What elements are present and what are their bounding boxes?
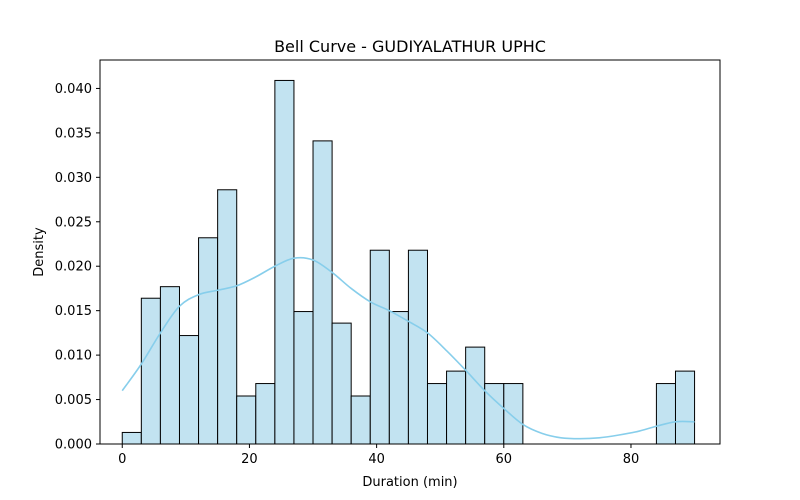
histogram-bar xyxy=(503,383,524,445)
y-axis-ticks: 0.000 0.005 0.010 0.015 0.020 0.025 0.030 0.035… xyxy=(55,82,100,453)
histogram-bar xyxy=(198,237,219,445)
x-axis-label: Duration (min) xyxy=(362,475,457,490)
y-axis-label: Density xyxy=(32,227,47,277)
histogram-bar xyxy=(655,383,676,445)
histogram-bar xyxy=(369,249,390,445)
x-tick-label: 0 xyxy=(118,452,126,467)
x-tick-label: 60 xyxy=(496,452,513,467)
x-tick-label: 20 xyxy=(241,452,258,467)
kde-curve-group xyxy=(121,256,695,440)
y-tick-label: 0.035 xyxy=(55,126,92,141)
histogram-bar xyxy=(140,297,161,445)
y-tick-label: 0.010 xyxy=(55,349,92,364)
histogram-bar xyxy=(674,370,696,445)
x-tick-label: 80 xyxy=(623,452,640,467)
y-tick-label: 0.025 xyxy=(55,215,92,230)
x-tick-label: 40 xyxy=(368,452,385,467)
y-tick-label: 0.015 xyxy=(55,304,92,319)
kde-curve xyxy=(121,256,695,440)
histogram-bar xyxy=(293,311,314,445)
histogram-bar xyxy=(178,335,200,445)
chart-title: Bell Curve - GUDIYALATHUR UPHC xyxy=(274,37,546,56)
plot-area-frame xyxy=(99,59,721,445)
x-axis-ticks: 0 20 40 60 80 xyxy=(118,444,639,467)
y-tick-label: 0.030 xyxy=(55,171,92,186)
histogram-bar xyxy=(217,189,238,445)
y-tick-label: 0.040 xyxy=(55,82,92,97)
histogram-bar xyxy=(236,395,257,445)
histogram-bar xyxy=(446,370,467,445)
histogram-bar xyxy=(388,311,409,445)
histogram-bars xyxy=(121,79,696,445)
histogram-bar xyxy=(121,431,142,445)
y-tick-label: 0.000 xyxy=(55,438,92,453)
y-tick-label: 0.020 xyxy=(55,260,92,275)
histogram-bar xyxy=(465,346,486,445)
y-tick-label: 0.005 xyxy=(55,393,92,408)
histogram-bar xyxy=(426,383,448,445)
histogram-bar xyxy=(350,395,371,445)
histogram-bar xyxy=(255,383,276,445)
histogram-bar xyxy=(312,140,333,445)
histogram-bar xyxy=(331,322,352,445)
histogram-bar xyxy=(407,249,428,445)
